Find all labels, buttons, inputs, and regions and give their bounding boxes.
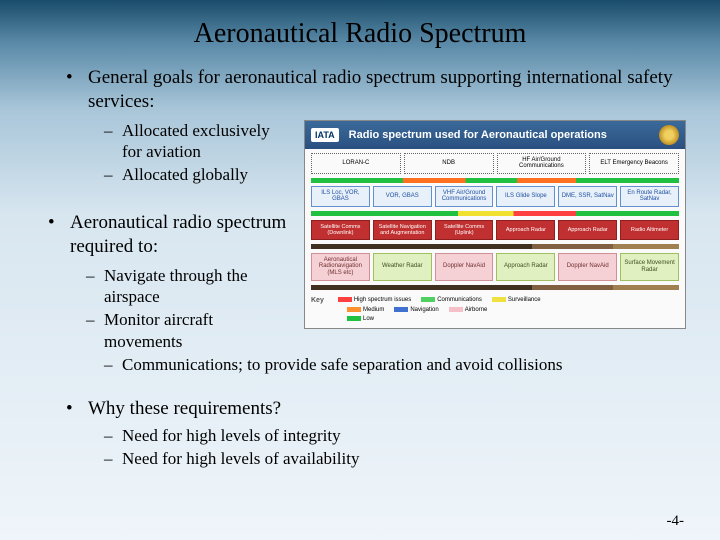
bullet-marker: • — [66, 66, 88, 114]
legend-item: Communications — [437, 297, 482, 303]
block-smr: Surface Movement Radar — [620, 253, 679, 281]
bullet-marker: • — [48, 211, 70, 259]
legend-item: Airborne — [465, 307, 488, 313]
iata-logo: IATA — [311, 128, 339, 142]
block-vor: VOR, GBAS — [373, 186, 432, 207]
block-ndb: NDB — [404, 153, 494, 174]
sub-bullet-navigate: – Navigate through the airspace — [48, 265, 296, 308]
dash-marker: – — [104, 120, 122, 163]
bullet-required: • Aeronautical radio spectrum required t… — [48, 211, 296, 259]
sub-bullet-global: – Allocated globally — [48, 164, 296, 185]
block-satu: Satellite Comms (Uplink) — [435, 220, 494, 240]
sub-bullet-monitor: – Monitor aircraft movements — [48, 309, 296, 352]
legend-item: High spectrum issues — [354, 297, 411, 303]
block-dop1: Doppler NavAid — [435, 253, 494, 281]
block-elt: ELT Emergency Beacons — [589, 153, 679, 174]
sub-bullet-text: Allocated globally — [122, 164, 292, 185]
sub-bullet-text: Allocated exclusively for aviation — [122, 120, 292, 163]
emblem-icon — [659, 125, 679, 145]
sub-bullet-text: Communications; to provide safe separati… — [122, 354, 680, 375]
axis-bar-3 — [311, 244, 679, 249]
block-wx: Weather Radar — [373, 253, 432, 281]
legend-label: Key — [311, 297, 324, 304]
block-satd: Satellite Comms (Downlink) — [311, 220, 370, 240]
sub-bullet-exclusive: – Allocated exclusively for aviation — [48, 120, 296, 163]
content-area: • General goals for aeronautical radio s… — [0, 66, 720, 469]
block-loran: LORAN-C — [311, 153, 401, 174]
bullet-text: Aeronautical radio spectrum required to: — [70, 211, 296, 259]
slide-title: Aeronautical Radio Spectrum — [0, 0, 720, 60]
sub-bullet-integrity: – Need for high levels of integrity — [48, 425, 680, 446]
sub-bullet-text: Navigate through the airspace — [104, 265, 274, 308]
dash-marker: – — [86, 309, 104, 352]
sub-bullet-comms: – Communications; to provide safe separa… — [48, 354, 680, 375]
sub-bullet-text: Need for high levels of availability — [122, 448, 680, 469]
axis-bar-1 — [311, 178, 679, 183]
spectrum-chart: IATA Radio spectrum used for Aeronautica… — [304, 120, 686, 329]
dash-marker: – — [104, 354, 122, 375]
chart-title: Radio spectrum used for Aeronautical ope… — [349, 129, 607, 141]
block-enroute: En Route Radar, SatNav — [620, 186, 679, 207]
legend: Key High spectrum issues Communications … — [311, 294, 679, 304]
block-gs: ILS Glide Slope — [496, 186, 555, 207]
bullet-marker: • — [66, 397, 88, 421]
block-hf: HF Air/Ground Communications — [497, 153, 587, 174]
block-mls: Aeronautical Radionavigation (MLS etc) — [311, 253, 370, 281]
dash-marker: – — [104, 425, 122, 446]
legend-item: Navigation — [410, 307, 438, 313]
legend-item: Medium — [363, 307, 384, 313]
legend-item: Surveillance — [508, 297, 541, 303]
dash-marker: – — [104, 164, 122, 185]
sub-bullet-text: Need for high levels of integrity — [122, 425, 680, 446]
block-radalt: Radio Altimeter — [620, 220, 679, 240]
block-vhf: VHF Air/Ground Communications — [435, 186, 494, 207]
block-ils: ILS Loc, VOR, GBAS — [311, 186, 370, 207]
legend-item: Low — [363, 316, 374, 322]
legend-row3: Low — [311, 313, 679, 322]
page-number: -4- — [667, 513, 685, 530]
bullet-text: Why these requirements? — [88, 397, 680, 421]
bullet-goals: • General goals for aeronautical radio s… — [48, 66, 680, 114]
dash-marker: – — [104, 448, 122, 469]
chart-body: LORAN-C NDB HF Air/Ground Communications… — [305, 149, 685, 328]
block-satnav: Satellite Navigation and Augmentation — [373, 220, 432, 240]
bullet-text: General goals for aeronautical radio spe… — [88, 66, 680, 114]
axis-bar-4 — [311, 285, 679, 290]
sub-bullet-text: Monitor aircraft movements — [104, 309, 274, 352]
legend-row2: Medium Navigation Airborne — [311, 304, 679, 313]
block-dop2: Doppler NavAid — [558, 253, 617, 281]
axis-bar-2 — [311, 211, 679, 216]
block-appr3: Approach Radar — [496, 253, 555, 281]
bullet-why: • Why these requirements? — [48, 397, 680, 421]
block-appr1: Approach Radar — [496, 220, 555, 240]
left-column: – Allocated exclusively for aviation – A… — [48, 118, 296, 352]
block-appr2: Approach Radar — [558, 220, 617, 240]
row-with-chart: – Allocated exclusively for aviation – A… — [48, 118, 680, 352]
block-dme: DME, SSR, SatNav — [558, 186, 617, 207]
sub-bullet-availability: – Need for high levels of availability — [48, 448, 680, 469]
chart-header: IATA Radio spectrum used for Aeronautica… — [305, 121, 685, 149]
dash-marker: – — [86, 265, 104, 308]
